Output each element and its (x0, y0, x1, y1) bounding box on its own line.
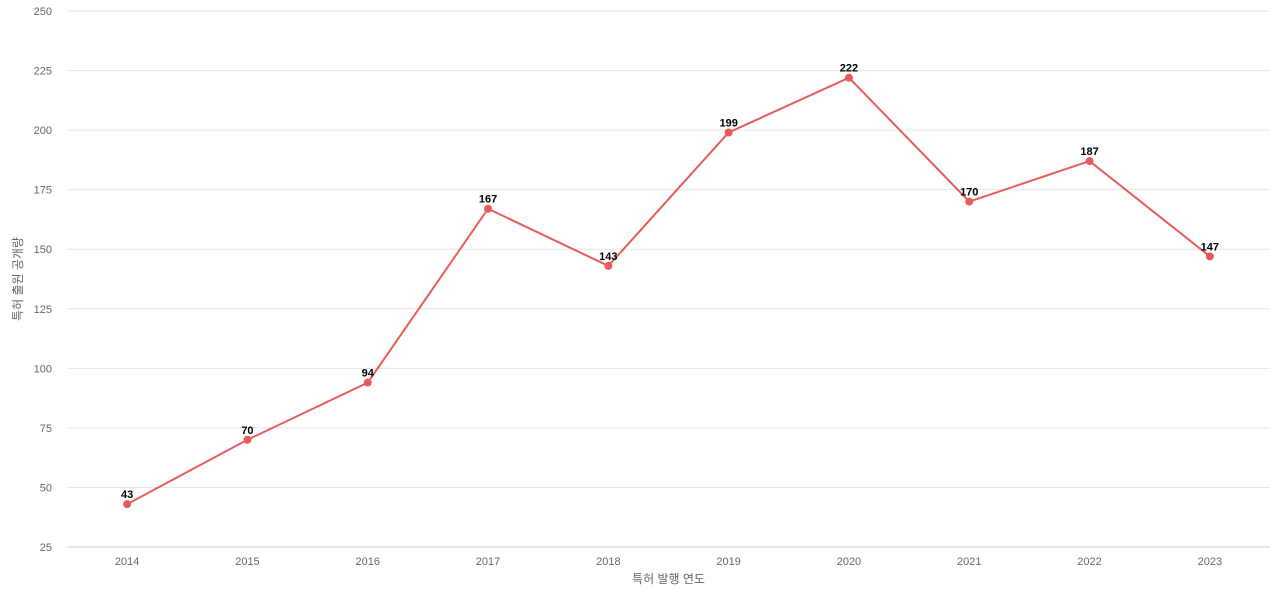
y-axis-title: 특허 출원 공개량 (11, 237, 25, 321)
x-tick-label: 2019 (716, 556, 740, 568)
data-point[interactable] (123, 500, 132, 509)
x-tick-label: 2015 (235, 556, 259, 568)
x-tick-label: 2020 (837, 556, 861, 568)
data-point[interactable] (1205, 252, 1214, 261)
x-tick-label: 2014 (115, 556, 139, 568)
y-tick-label: 150 (34, 244, 52, 256)
data-label: 143 (599, 251, 617, 263)
grid-lines (67, 10, 1270, 488)
x-tick-label: 2021 (957, 556, 981, 568)
data-label: 199 (719, 117, 737, 129)
x-axis-title: 특허 발행 연도 (632, 571, 705, 586)
data-points (123, 73, 1214, 509)
data-label: 43 (121, 489, 133, 501)
x-tick-label: 2018 (596, 556, 620, 568)
y-tick-label: 250 (34, 6, 52, 18)
data-label: 167 (479, 194, 497, 206)
data-labels: 43 70 94 167 143 199 222 170 187 147 (121, 63, 1219, 501)
x-axis-ticks: 2014 2015 2016 2017 2018 2019 2020 2021 2022 2023 (115, 556, 1222, 568)
y-tick-label: 75 (40, 423, 52, 435)
y-tick-label: 50 (40, 482, 52, 494)
data-point[interactable] (965, 197, 974, 206)
data-point[interactable] (484, 204, 493, 213)
data-label: 147 (1201, 241, 1219, 253)
data-point[interactable] (363, 378, 372, 387)
y-tick-label: 225 (34, 66, 52, 78)
y-tick-label: 125 (34, 304, 52, 316)
y-tick-label: 175 (34, 185, 52, 197)
data-point[interactable] (604, 261, 613, 270)
series-line (126, 76, 1211, 506)
x-tick-label: 2016 (356, 556, 380, 568)
y-axis-ticks: 25 50 75 100 125 150 175 200 225 250 (34, 6, 52, 554)
y-tick-label: 25 (40, 542, 52, 554)
x-tick-label: 2017 (476, 556, 500, 568)
y-tick-label: 200 (34, 125, 52, 137)
data-point[interactable] (844, 73, 853, 82)
data-point[interactable] (1085, 157, 1094, 166)
data-point[interactable] (243, 435, 252, 444)
data-point[interactable] (724, 128, 733, 137)
data-label: 187 (1080, 146, 1098, 158)
y-tick-label: 100 (34, 363, 52, 375)
data-label: 70 (241, 425, 253, 437)
x-tick-label: 2023 (1198, 556, 1222, 568)
x-tick-label: 2022 (1077, 556, 1101, 568)
data-label: 222 (840, 63, 858, 75)
data-label: 170 (960, 187, 978, 199)
data-label: 94 (362, 368, 375, 380)
